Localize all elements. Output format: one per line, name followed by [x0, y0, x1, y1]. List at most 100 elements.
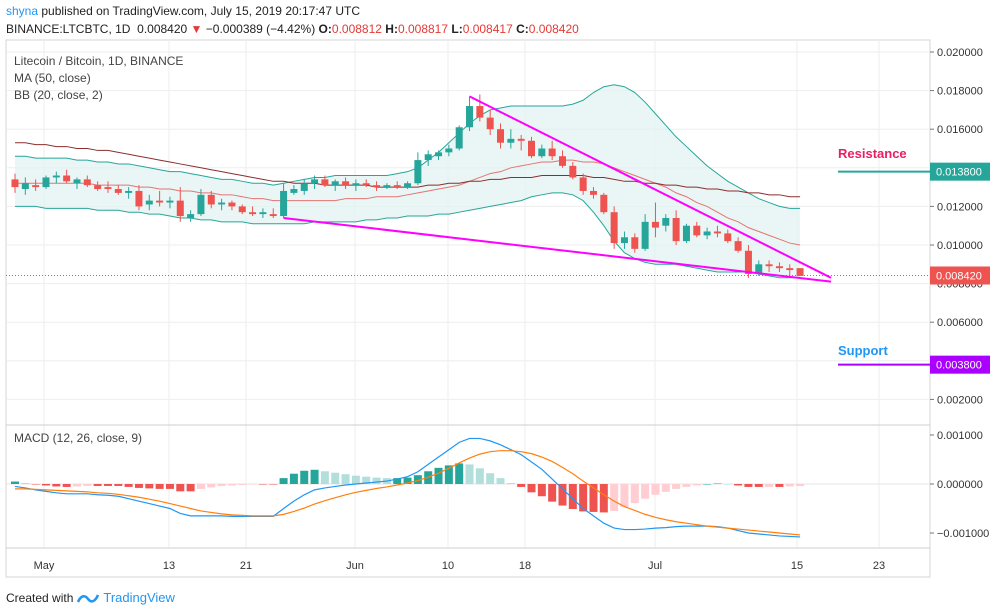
candle-body	[383, 185, 391, 188]
macd-histogram-bar	[703, 484, 712, 485]
macd-histogram-bar	[775, 484, 784, 487]
bb-legend: BB (20, close, 2)	[14, 88, 103, 102]
candle-body	[269, 214, 277, 217]
candle-body	[125, 190, 133, 193]
x-tick-label: Jul	[648, 560, 662, 572]
support-label: Support	[838, 343, 888, 358]
macd-histogram-bar	[310, 469, 319, 484]
x-tick-label: 18	[519, 560, 531, 572]
axes: 0.0200000.0180000.0160000.0140000.012000…	[34, 47, 990, 572]
macd-histogram-bar	[289, 473, 298, 484]
lower-trendline	[283, 216, 832, 283]
macd-histogram-bar	[723, 484, 732, 485]
candle-body	[786, 268, 794, 271]
macd-histogram-bar	[796, 484, 805, 486]
candle-body	[620, 237, 628, 244]
candle-body	[672, 217, 680, 242]
macd-histogram-bar	[506, 483, 515, 484]
macd-histogram-bar	[52, 484, 61, 487]
candle-body	[744, 250, 752, 274]
candle-body	[796, 268, 804, 276]
macd-histogram-bar	[734, 484, 743, 486]
candle-body	[435, 152, 443, 157]
candle-body	[610, 212, 618, 244]
macd-histogram-bar	[403, 477, 412, 484]
candle-body	[63, 175, 71, 182]
close-label: C:	[516, 22, 529, 36]
macd-histogram-bar	[351, 475, 360, 484]
macd-histogram-bar	[238, 484, 247, 485]
symbol-label: BINANCE:LTCBTC, 1D	[6, 22, 131, 36]
candle-body	[579, 177, 587, 191]
macd-histogram-bar	[114, 484, 123, 486]
x-tick-label: 13	[163, 560, 175, 572]
support-tag	[930, 355, 990, 374]
macd-histogram-bar	[744, 484, 753, 487]
macd-histogram-bar	[83, 484, 92, 486]
macd-histogram-bar	[475, 468, 484, 484]
macd-histogram-bar	[372, 477, 381, 484]
macd-pane	[6, 437, 930, 538]
candle-body	[682, 225, 690, 242]
x-tick-label: Jun	[346, 560, 364, 572]
macd-histogram-bar	[444, 465, 453, 484]
macd-histogram-bar	[362, 476, 371, 484]
macd-histogram-bar	[682, 484, 691, 487]
candle-body	[94, 185, 102, 190]
resistance-tag	[930, 162, 990, 181]
candle-body	[373, 185, 381, 188]
macd-histogram-bar	[496, 478, 505, 484]
candle-body	[114, 189, 122, 193]
candle-body	[734, 241, 742, 251]
macd-histogram-bar	[465, 464, 474, 484]
open-label: O:	[318, 22, 332, 36]
candle-body	[651, 221, 659, 228]
chart-title: Litecoin / Bitcoin, 1D, BINANCE	[14, 54, 183, 68]
candle-body	[11, 179, 19, 188]
candle-body	[362, 183, 370, 186]
macd-histogram-bar	[93, 484, 102, 486]
macd-histogram-bar	[672, 484, 681, 489]
macd-histogram-bar	[692, 484, 701, 486]
macd-histogram-bar	[455, 463, 464, 484]
x-tick-label: 23	[873, 560, 885, 572]
indicator-lines	[6, 84, 930, 279]
x-tick-label: May	[34, 560, 55, 572]
bb-basis-line	[15, 159, 801, 246]
x-tick-label: 15	[791, 560, 803, 572]
candle-body	[197, 194, 205, 215]
tradingview-brand[interactable]: TradingView	[103, 590, 175, 605]
macd-legend: MACD (12, 26, close, 9)	[14, 431, 142, 445]
macd-tick-label: −0.001000	[937, 528, 989, 540]
candle-body	[321, 179, 329, 186]
macd-histogram-bar	[279, 478, 288, 484]
candle-body	[486, 117, 494, 130]
candle-body	[466, 106, 474, 128]
macd-histogram-bar	[124, 484, 133, 487]
candle-body	[249, 212, 257, 215]
macd-histogram-bar	[31, 484, 40, 485]
candle-body	[300, 183, 308, 191]
candle-body	[290, 189, 298, 193]
candle-body	[507, 138, 515, 143]
candle-body	[228, 202, 236, 207]
macd-histogram-bar	[486, 473, 495, 484]
candle-body	[176, 200, 184, 217]
candle-body	[775, 266, 783, 269]
macd-histogram-bar	[217, 484, 226, 486]
macd-histogram-bar	[320, 471, 329, 484]
macd-histogram-bar	[413, 475, 422, 484]
y-tick-label: 0.006000	[937, 317, 983, 329]
candle-body	[331, 181, 339, 186]
y-tick-label: 0.010000	[937, 240, 983, 252]
macd-histogram-bar	[651, 484, 660, 495]
candles	[11, 94, 804, 278]
upper-trendline	[469, 95, 832, 279]
candle-body	[259, 212, 267, 215]
candle-body	[414, 160, 422, 184]
macd-histogram-bar	[568, 484, 577, 509]
publisher-name[interactable]: shyna	[6, 4, 39, 18]
candle-body	[569, 165, 577, 178]
macd-histogram-bar	[165, 484, 174, 489]
